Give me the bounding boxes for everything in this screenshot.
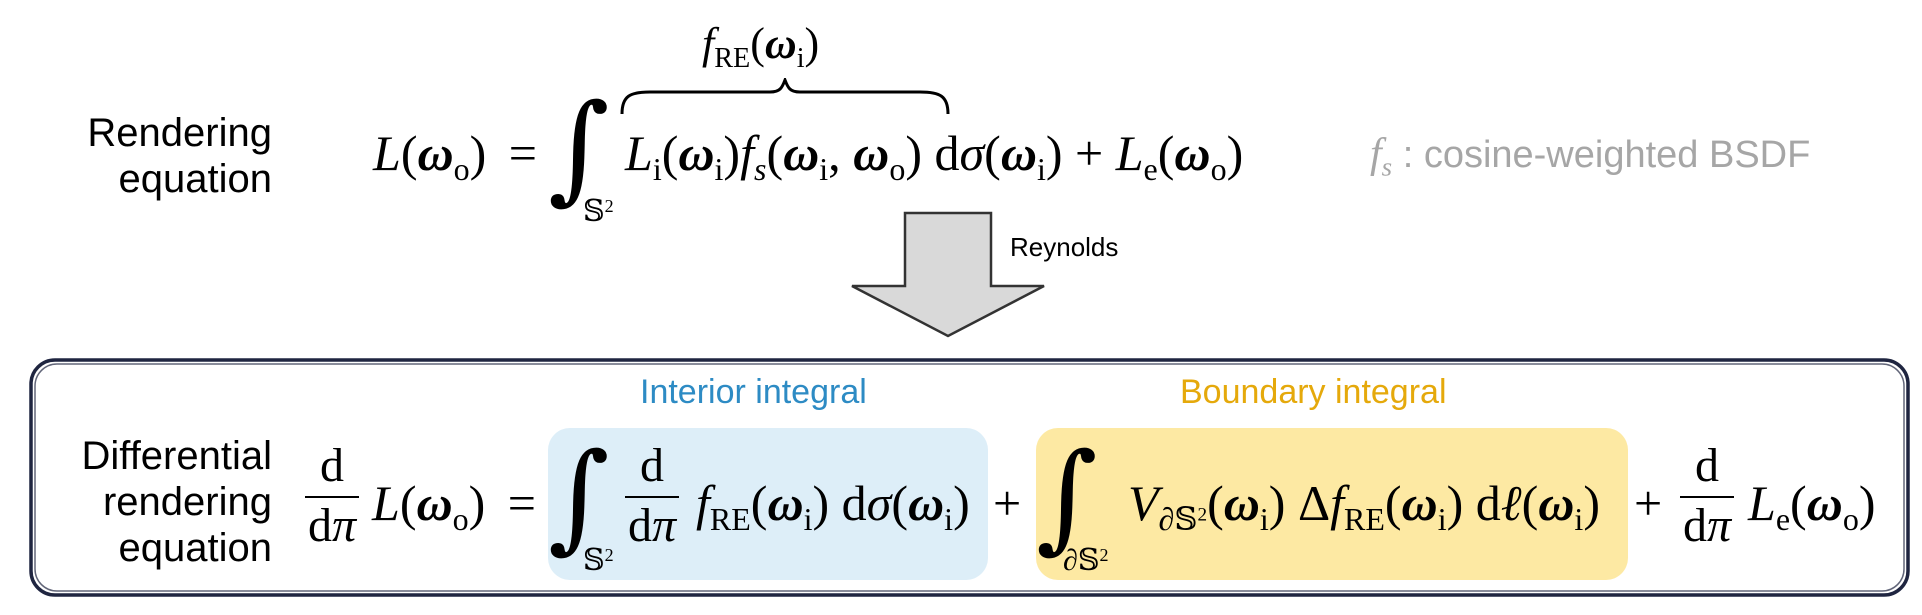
rendering-equation-label: Rendering equation <box>87 111 272 201</box>
interior-integral-title: Interior integral <box>640 373 867 411</box>
rendering-equation-lhs: L(ωo) = <box>373 125 537 188</box>
lhs-derivative: d dπ <box>305 442 360 550</box>
down-arrow-icon <box>851 211 1045 338</box>
rendering-integral-sign: ∫ <box>548 78 610 216</box>
plus-sign-2: + <box>1634 475 1663 531</box>
plus-sign-1: + <box>993 475 1022 531</box>
bsdf-note: fs : cosine-weighted BSDF <box>1370 131 1811 182</box>
emission-derivative: d dπ <box>1680 442 1735 550</box>
emission-term: Le(ωo) <box>1748 475 1876 538</box>
boundary-integral-title: Boundary integral <box>1180 373 1447 411</box>
boundary-integrand: V∂𝕊2(ωi) ΔfRE(ωi) dℓ(ωi) <box>1128 475 1600 538</box>
overbrace <box>620 78 950 115</box>
interior-integral-domain: 𝕊2 <box>583 544 614 577</box>
interior-integral-highlight <box>548 428 988 580</box>
boundary-integral-sign: ∫ <box>1036 427 1098 565</box>
interior-integral-sign: ∫ <box>548 427 610 565</box>
overbrace-label: fRE(ωi) <box>702 19 820 74</box>
reynolds-label: Reynolds <box>1010 232 1119 262</box>
interior-derivative: d dπ <box>625 442 680 550</box>
rendering-integrand: Li(ωi)fs(ωi, ωo) dσ(ωi) + Le(ωo) <box>625 125 1244 188</box>
differential-equation-label: Differential rendering equation <box>81 434 272 570</box>
differential-lhs: L(ωo) = <box>372 475 536 538</box>
interior-integrand: fRE(ωi) dσ(ωi) <box>696 475 970 538</box>
boundary-integral-domain: ∂𝕊2 <box>1063 544 1109 577</box>
rendering-integral-domain: 𝕊2 <box>583 195 614 228</box>
boundary-integral-highlight <box>1036 428 1628 580</box>
